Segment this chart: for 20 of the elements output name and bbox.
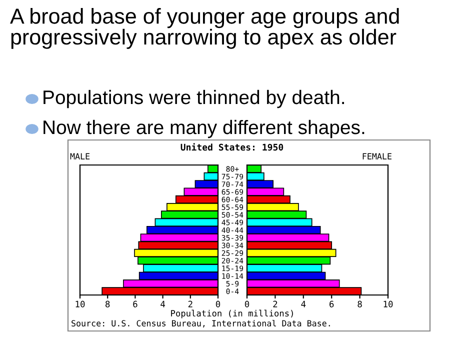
x-axis-title: Population (in millions) xyxy=(171,310,293,318)
chart-title: United States: 1950 xyxy=(180,143,284,151)
x-tick-label: 2 xyxy=(188,300,192,308)
x-tick-label: 0 xyxy=(244,300,250,308)
x-tick-label: 8 xyxy=(358,300,362,308)
text: A broad base of younger age groups and progressively narrowing to apex as older xyxy=(10,8,399,49)
x-tick-label: 8 xyxy=(106,300,110,308)
text: FEMALE xyxy=(362,153,392,160)
x-tick-label: 6 xyxy=(330,300,334,308)
source-note: Source: U.S. Census Bureau, International Data Base. xyxy=(72,320,330,328)
x-tick-label: 10 xyxy=(384,300,393,308)
x-tick-label: 10 xyxy=(76,300,85,308)
text: Populations were thinned by death. xyxy=(44,90,344,108)
text: Now there are many different shapes. xyxy=(44,120,364,138)
x-tick-label: 4 xyxy=(160,300,166,308)
x-tick-label: 2 xyxy=(273,300,278,308)
x-tick-label: 0 xyxy=(216,300,220,308)
x-tick-label: 4 xyxy=(301,300,306,308)
text: MALE xyxy=(70,153,90,160)
x-tick-label: 6 xyxy=(133,300,138,308)
